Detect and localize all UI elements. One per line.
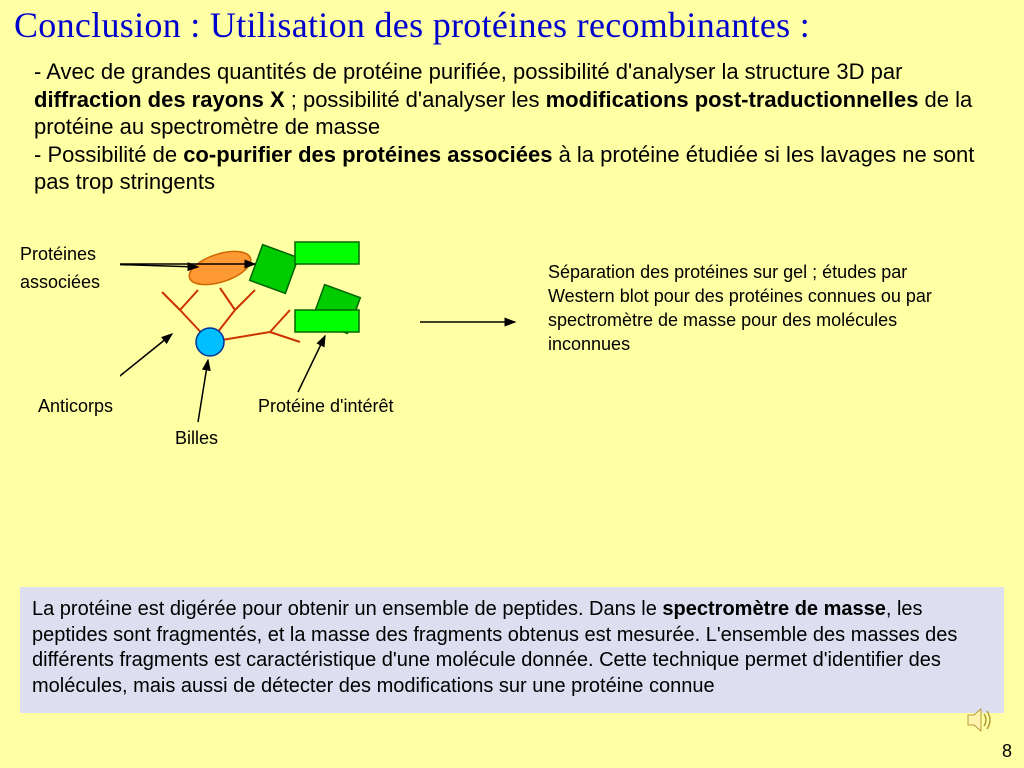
- bottom-bold: spectromètre de masse: [662, 598, 885, 620]
- label-proteines-assoc-2: associées: [20, 272, 100, 292]
- body-seg-1: - Avec de grandes quantités de protéine …: [34, 59, 902, 84]
- label-anticorps: Anticorps: [38, 396, 113, 417]
- slide-title: Conclusion : Utilisation des protéines r…: [0, 0, 1024, 58]
- diagram-area: Protéines associées Anticorps Billes Pro…: [0, 212, 1024, 452]
- body-bold-1: diffraction des rayons X: [34, 87, 285, 112]
- body-bold-2: modifications post-traductionnelles: [546, 87, 919, 112]
- label-proteines-associees: Protéines associées: [20, 240, 100, 298]
- label-proteines-assoc-1: Protéines: [20, 244, 96, 264]
- body-bold-3: co-purifier des protéines associées: [183, 142, 552, 167]
- speaker-icon: [966, 707, 994, 738]
- bottom-box: La protéine est digérée pour obtenir un …: [20, 587, 1004, 713]
- body-seg-4: - Possibilité de: [34, 142, 183, 167]
- body-text: - Avec de grandes quantités de protéine …: [0, 58, 1024, 196]
- page-number: 8: [1002, 741, 1012, 762]
- bottom-seg-1: La protéine est digérée pour obtenir un …: [32, 598, 662, 620]
- diagram-svg: [120, 232, 520, 432]
- separation-text: Séparation des protéines sur gel ; étude…: [548, 260, 978, 357]
- body-seg-2: ; possibilité d'analyser les: [285, 87, 546, 112]
